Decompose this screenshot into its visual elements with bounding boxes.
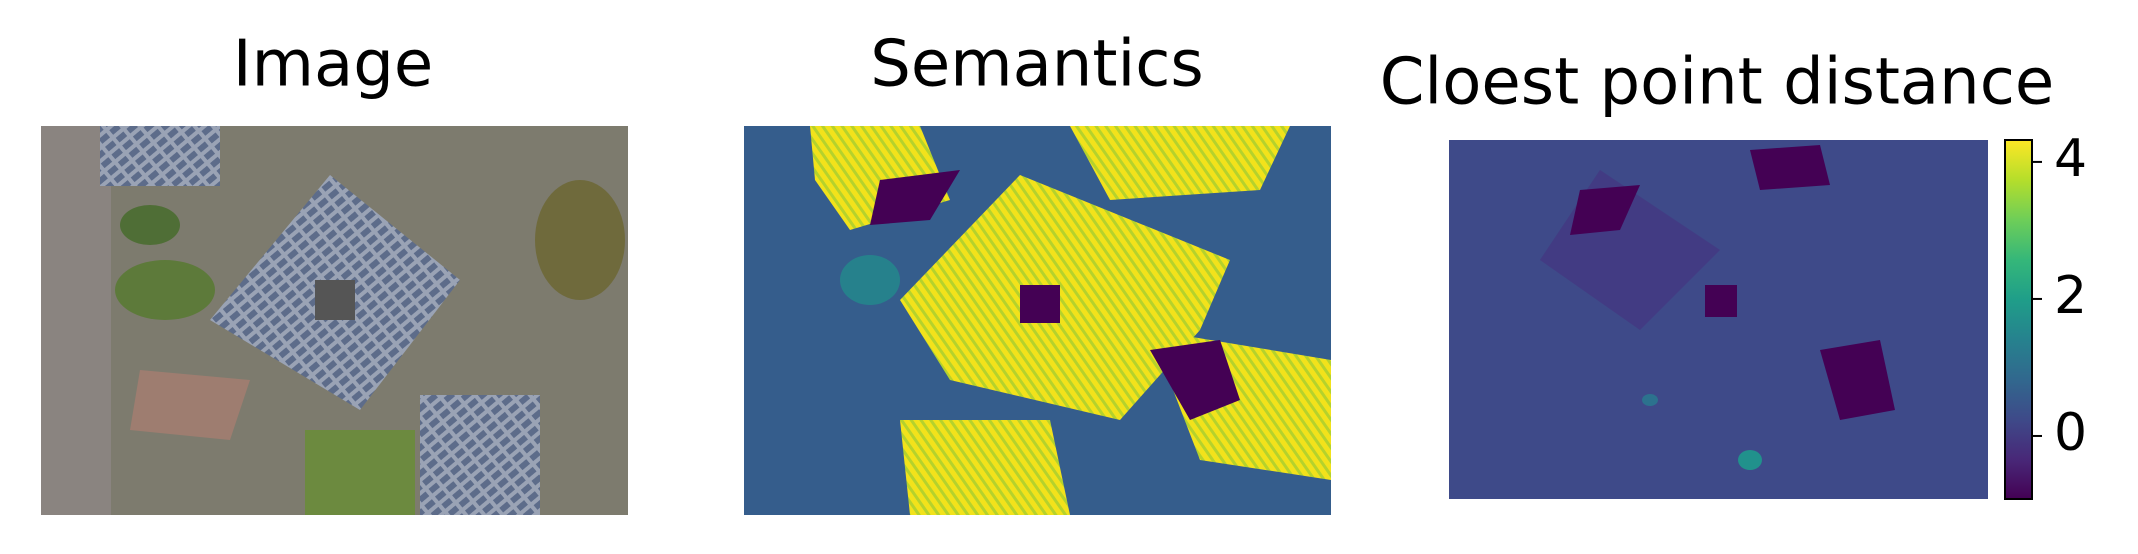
photo xyxy=(41,126,628,515)
tick-label: 4 xyxy=(2054,129,2087,189)
distance-map xyxy=(1449,140,1988,499)
colorbar: 0 2 4 xyxy=(2004,129,2087,500)
tick-label: 2 xyxy=(2054,266,2087,326)
panel-title: Semantics xyxy=(870,28,1204,102)
panel-title: Cloest point distance xyxy=(1380,46,2055,120)
semantics-map xyxy=(744,126,1331,515)
panel-title: Image xyxy=(233,28,433,102)
tick-label: 0 xyxy=(2054,403,2087,463)
colorbar-fill xyxy=(2004,139,2033,500)
